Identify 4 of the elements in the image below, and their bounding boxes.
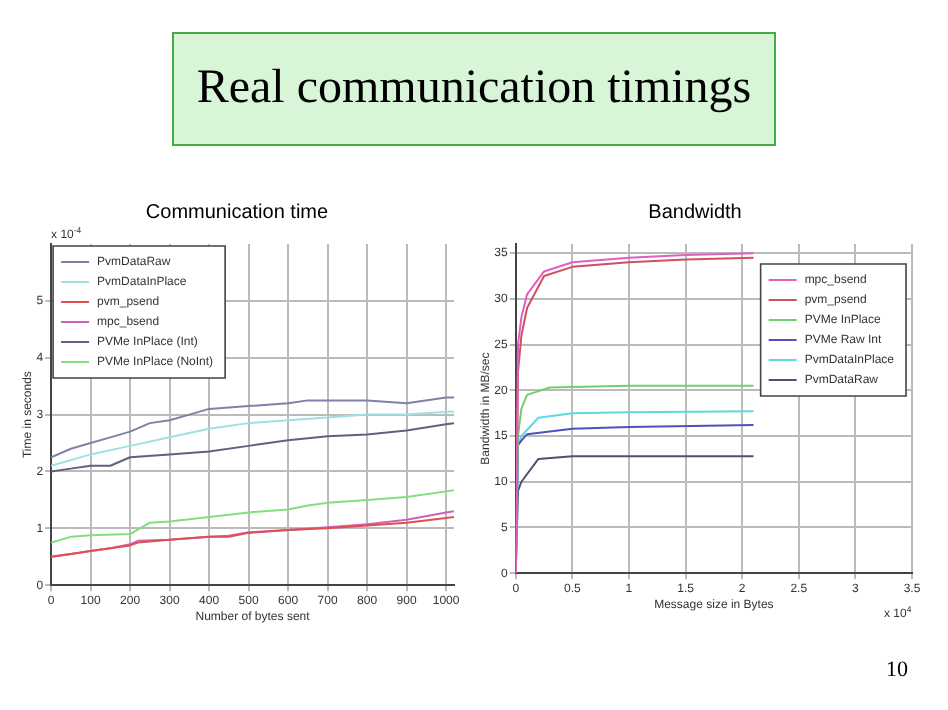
text: Real communication timings xyxy=(172,32,776,146)
text: 10 xyxy=(886,658,908,682)
chart-title: Bandwidth xyxy=(648,201,742,224)
chart-title: Communication time xyxy=(145,201,330,224)
